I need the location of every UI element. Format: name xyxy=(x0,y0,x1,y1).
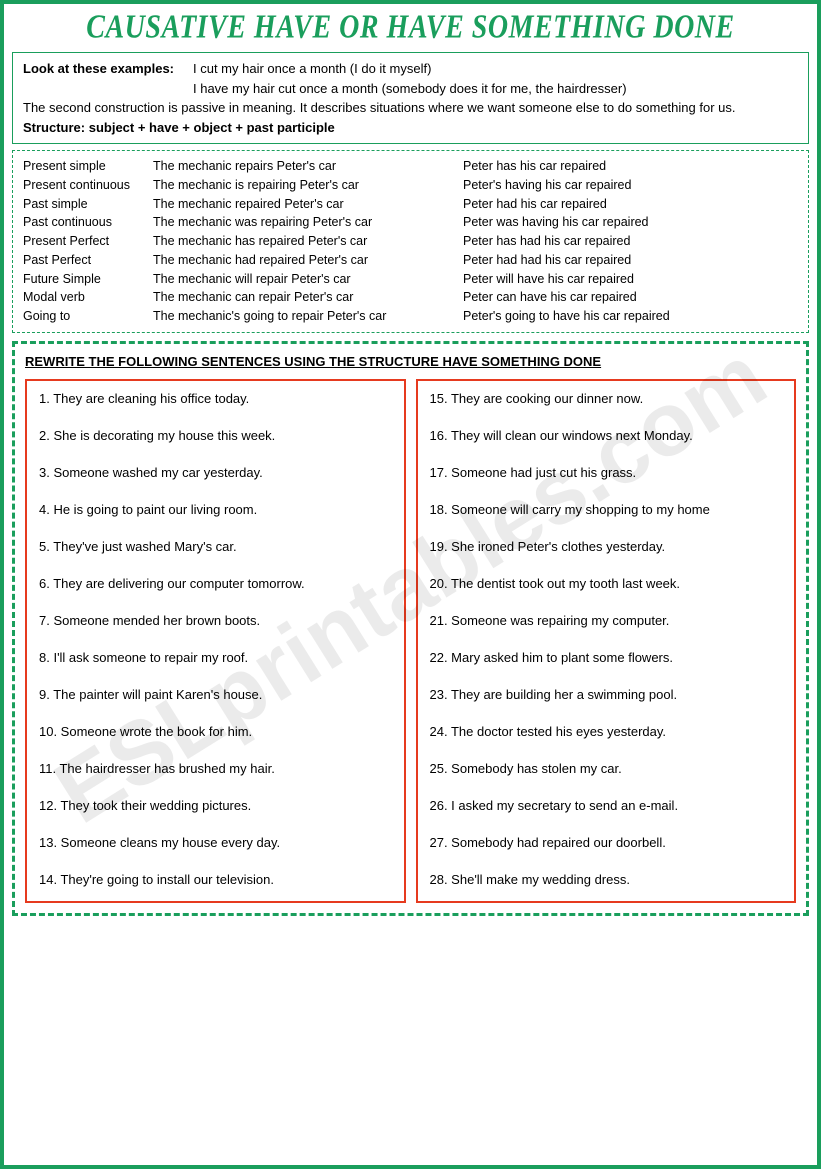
example-1: I cut my hair once a month (I do it myse… xyxy=(193,59,627,79)
tense-active: The mechanic has repaired Peter's car xyxy=(153,232,463,251)
tense-row: Past continuousThe mechanic was repairin… xyxy=(23,213,798,232)
exercise-sentence: 16. They will clean our windows next Mon… xyxy=(430,428,783,443)
structure-rule: Structure: subject + have + object + pas… xyxy=(23,118,798,138)
tense-name: Modal verb xyxy=(23,288,153,307)
exercise-columns: 1. They are cleaning his office today. 2.… xyxy=(25,379,796,903)
tense-causative: Peter was having his car repaired xyxy=(463,213,798,232)
tense-causative: Peter will have his car repaired xyxy=(463,270,798,289)
tense-row: Modal verbThe mechanic can repair Peter'… xyxy=(23,288,798,307)
tense-causative: Peter had had his car repaired xyxy=(463,251,798,270)
exercise-sentence: 24. The doctor tested his eyes yesterday… xyxy=(430,724,783,739)
tense-active: The mechanic repaired Peter's car xyxy=(153,195,463,214)
exercise-sentence: 13. Someone cleans my house every day. xyxy=(39,835,392,850)
examples-box: Look at these examples: I cut my hair on… xyxy=(12,52,809,144)
exercise-sentence: 5. They've just washed Mary's car. xyxy=(39,539,392,554)
exercise-sentence: 23. They are building her a swimming poo… xyxy=(430,687,783,702)
tense-active: The mechanic was repairing Peter's car xyxy=(153,213,463,232)
tense-active: The mechanic repairs Peter's car xyxy=(153,157,463,176)
tense-row: Past simpleThe mechanic repaired Peter's… xyxy=(23,195,798,214)
exercise-sentence: 11. The hairdresser has brushed my hair. xyxy=(39,761,392,776)
tense-active: The mechanic can repair Peter's car xyxy=(153,288,463,307)
tenses-table: Present simpleThe mechanic repairs Peter… xyxy=(12,150,809,333)
exercise-sentence: 17. Someone had just cut his grass. xyxy=(430,465,783,480)
exercise-sentence: 25. Somebody has stolen my car. xyxy=(430,761,783,776)
exercise-box: REWRITE THE FOLLOWING SENTENCES USING TH… xyxy=(12,341,809,916)
tense-name: Present simple xyxy=(23,157,153,176)
tense-causative: Peter has had his car repaired xyxy=(463,232,798,251)
tense-active: The mechanic is repairing Peter's car xyxy=(153,176,463,195)
tense-name: Past Perfect xyxy=(23,251,153,270)
right-column: 15. They are cooking our dinner now. 16. … xyxy=(416,379,797,903)
exercise-sentence: 2. She is decorating my house this week. xyxy=(39,428,392,443)
exercise-sentence: 22. Mary asked him to plant some flowers… xyxy=(430,650,783,665)
tense-active: The mechanic will repair Peter's car xyxy=(153,270,463,289)
tense-active: The mechanic's going to repair Peter's c… xyxy=(153,307,463,326)
tense-name: Past simple xyxy=(23,195,153,214)
exercise-sentence: 1. They are cleaning his office today. xyxy=(39,391,392,406)
example-2: I have my hair cut once a month (somebod… xyxy=(193,79,627,99)
worksheet-page: ESLprintables.com CAUSATIVE HAVE OR HAVE… xyxy=(0,0,821,1169)
instruction: REWRITE THE FOLLOWING SENTENCES USING TH… xyxy=(25,354,796,369)
exercise-sentence: 7. Someone mended her brown boots. xyxy=(39,613,392,628)
exercise-sentence: 26. I asked my secretary to send an e-ma… xyxy=(430,798,783,813)
tense-causative: Peter had his car repaired xyxy=(463,195,798,214)
tense-row: Past PerfectThe mechanic had repaired Pe… xyxy=(23,251,798,270)
page-title: CAUSATIVE HAVE OR HAVE SOMETHING DONE xyxy=(12,9,809,47)
exercise-sentence: 3. Someone washed my car yesterday. xyxy=(39,465,392,480)
tense-row: Present PerfectThe mechanic has repaired… xyxy=(23,232,798,251)
tense-row: Present continuousThe mechanic is repair… xyxy=(23,176,798,195)
exercise-sentence: 12. They took their wedding pictures. xyxy=(39,798,392,813)
tense-causative: Peter's having his car repaired xyxy=(463,176,798,195)
tense-causative: Peter has his car repaired xyxy=(463,157,798,176)
left-column: 1. They are cleaning his office today. 2.… xyxy=(25,379,406,903)
exercise-sentence: 8. I'll ask someone to repair my roof. xyxy=(39,650,392,665)
tense-causative: Peter can have his car repaired xyxy=(463,288,798,307)
exercise-sentence: 19. She ironed Peter's clothes yesterday… xyxy=(430,539,783,554)
explanation: The second construction is passive in me… xyxy=(23,98,798,118)
tense-name: Going to xyxy=(23,307,153,326)
tense-name: Present Perfect xyxy=(23,232,153,251)
exercise-sentence: 27. Somebody had repaired our doorbell. xyxy=(430,835,783,850)
tense-row: Going toThe mechanic's going to repair P… xyxy=(23,307,798,326)
exercise-sentence: 20. The dentist took out my tooth last w… xyxy=(430,576,783,591)
examples-label: Look at these examples: xyxy=(23,59,193,98)
tense-name: Past continuous xyxy=(23,213,153,232)
tense-row: Future SimpleThe mechanic will repair Pe… xyxy=(23,270,798,289)
exercise-sentence: 14. They're going to install our televis… xyxy=(39,872,392,887)
exercise-sentence: 6. They are delivering our computer tomo… xyxy=(39,576,392,591)
exercise-sentence: 10. Someone wrote the book for him. xyxy=(39,724,392,739)
exercise-sentence: 21. Someone was repairing my computer. xyxy=(430,613,783,628)
exercise-sentence: 15. They are cooking our dinner now. xyxy=(430,391,783,406)
exercise-sentence: 18. Someone will carry my shopping to my… xyxy=(430,502,783,517)
exercise-sentence: 4. He is going to paint our living room. xyxy=(39,502,392,517)
tense-causative: Peter's going to have his car repaired xyxy=(463,307,798,326)
tense-name: Present continuous xyxy=(23,176,153,195)
exercise-sentence: 9. The painter will paint Karen's house. xyxy=(39,687,392,702)
tense-row: Present simpleThe mechanic repairs Peter… xyxy=(23,157,798,176)
tense-active: The mechanic had repaired Peter's car xyxy=(153,251,463,270)
exercise-sentence: 28. She'll make my wedding dress. xyxy=(430,872,783,887)
tense-name: Future Simple xyxy=(23,270,153,289)
